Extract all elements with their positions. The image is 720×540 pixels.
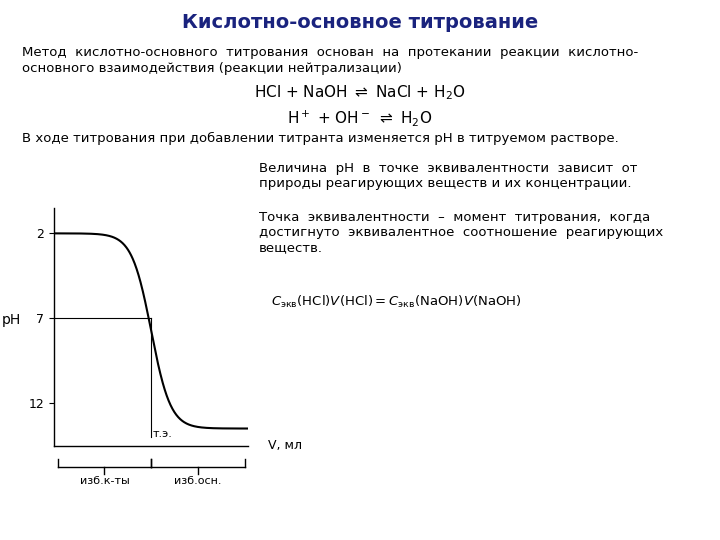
Text: H$^+$ $+$ OH$^-$ $\rightleftharpoons$ H$_2$O: H$^+$ $+$ OH$^-$ $\rightleftharpoons$ H$… bbox=[287, 108, 433, 128]
Text: Точка  эквивалентности  –  момент  титрования,  когда: Точка эквивалентности – момент титровани… bbox=[259, 211, 650, 224]
Text: достигнуто  эквивалентное  соотношение  реагирующих: достигнуто эквивалентное соотношение реа… bbox=[259, 226, 663, 239]
Text: HCl $+$ NaOH $\rightleftharpoons$ NaCl $+$ H$_2$O: HCl $+$ NaOH $\rightleftharpoons$ NaCl $… bbox=[254, 84, 466, 103]
Text: природы реагирующих веществ и их концентрации.: природы реагирующих веществ и их концент… bbox=[259, 177, 631, 190]
Text: Метод  кислотно-основного  титрования  основан  на  протекании  реакции  кислотн: Метод кислотно-основного титрования осно… bbox=[22, 46, 638, 59]
Text: Кислотно-основное титрование: Кислотно-основное титрование bbox=[182, 14, 538, 32]
Text: $C_{\text{экв}}(\text{HCl})V(\text{HCl}) = C_{\text{экв}}(\text{NaOH})V(\text{Na: $C_{\text{экв}}(\text{HCl})V(\text{HCl})… bbox=[271, 294, 521, 310]
Text: Величина  pH  в  точке  эквивалентности  зависит  от: Величина pH в точке эквивалентности зави… bbox=[259, 162, 638, 175]
Text: В ходе титрования при добавлении титранта изменяется pH в титруемом растворе.: В ходе титрования при добавлении титрант… bbox=[22, 132, 618, 145]
Text: V, мл: V, мл bbox=[268, 439, 302, 452]
Text: т.э.: т.э. bbox=[153, 429, 173, 438]
Text: изб.осн.: изб.осн. bbox=[174, 476, 222, 487]
Text: pH: pH bbox=[1, 313, 21, 327]
Text: изб.к-ты: изб.к-ты bbox=[79, 476, 130, 487]
Text: веществ.: веществ. bbox=[259, 241, 323, 254]
Text: основного взаимодействия (реакции нейтрализации): основного взаимодействия (реакции нейтра… bbox=[22, 62, 402, 75]
